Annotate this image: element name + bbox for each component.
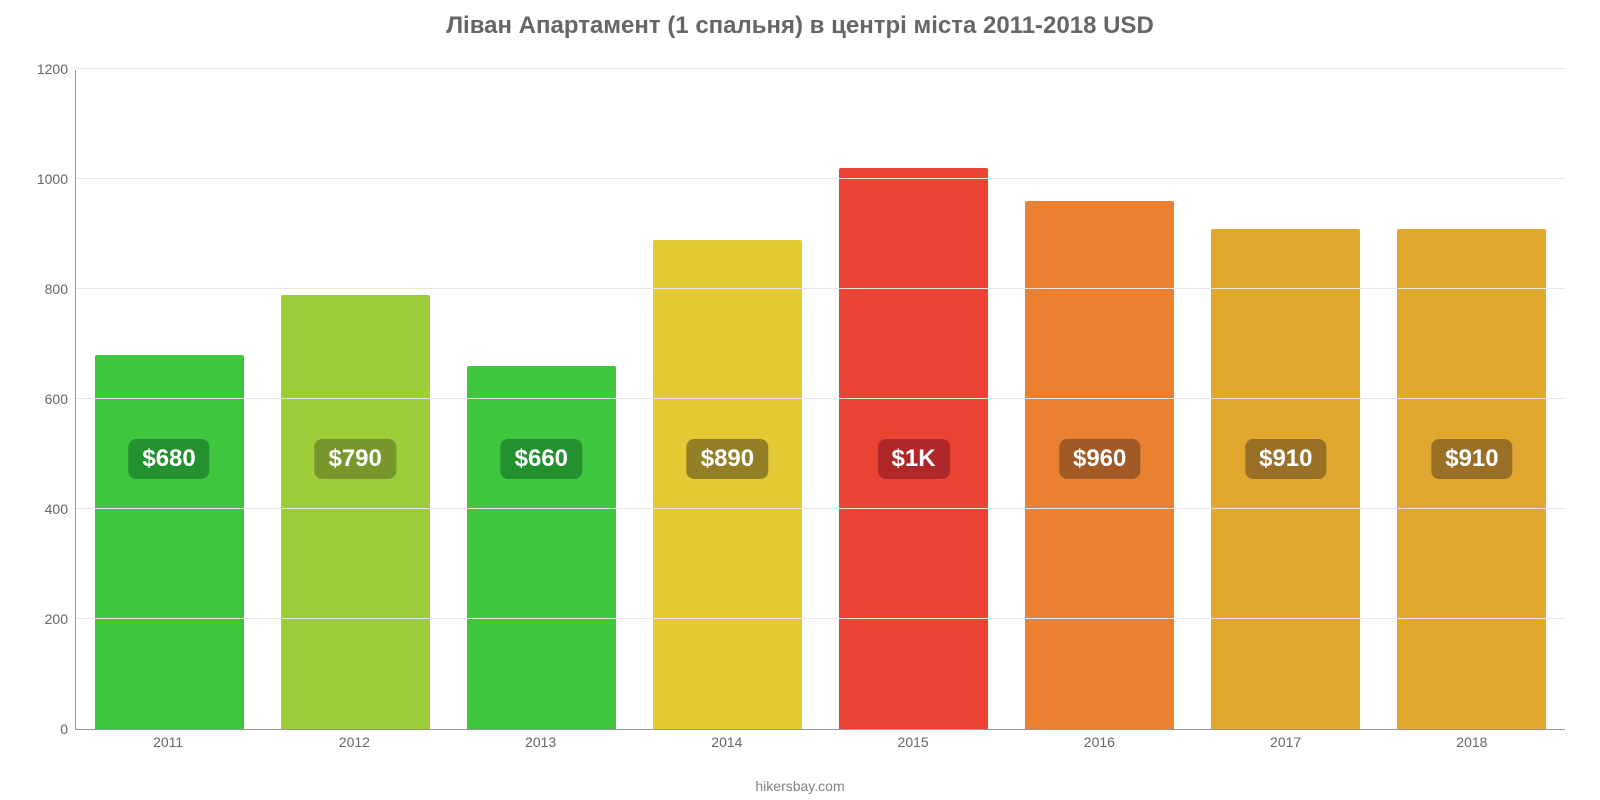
- bar: $660: [467, 366, 616, 729]
- bar: $890: [653, 240, 802, 730]
- grid-line: [76, 508, 1565, 509]
- value-label: $1K: [878, 439, 950, 479]
- y-tick-label: 200: [45, 611, 68, 627]
- value-label: $910: [1245, 439, 1326, 479]
- bars-container: $680 $790 $660 $890 $1K $960 $910 $910: [76, 70, 1565, 729]
- bar-slot: $910: [1379, 70, 1565, 729]
- x-tick-label: 2013: [448, 734, 634, 750]
- y-tick-label: 400: [45, 501, 68, 517]
- bar-slot: $960: [1007, 70, 1193, 729]
- grid-line: [76, 178, 1565, 179]
- grid-line: [76, 68, 1565, 69]
- bar: $680: [95, 355, 244, 729]
- chart-footer: hikersbay.com: [0, 778, 1600, 794]
- y-tick-label: 600: [45, 391, 68, 407]
- value-label: $790: [314, 439, 395, 479]
- value-label: $890: [687, 439, 768, 479]
- bar: $910: [1211, 229, 1360, 730]
- y-tick-label: 800: [45, 281, 68, 297]
- value-label: $660: [501, 439, 582, 479]
- bar-slot: $890: [634, 70, 820, 729]
- bar: $960: [1025, 201, 1174, 729]
- bar-slot: $910: [1193, 70, 1379, 729]
- bar-slot: $790: [262, 70, 448, 729]
- bar-slot: $680: [76, 70, 262, 729]
- value-label: $680: [128, 439, 209, 479]
- y-tick-label: 1200: [37, 61, 68, 77]
- bar: $790: [281, 295, 430, 730]
- x-axis-labels: 20112012201320142015201620172018: [75, 734, 1565, 750]
- chart-title: Ліван Апартамент (1 спальня) в центрі мі…: [0, 12, 1600, 40]
- x-tick-label: 2011: [75, 734, 261, 750]
- bar-slot: $660: [448, 70, 634, 729]
- grid-line: [76, 618, 1565, 619]
- x-tick-label: 2017: [1193, 734, 1379, 750]
- x-tick-label: 2015: [820, 734, 1006, 750]
- grid-line: [76, 398, 1565, 399]
- x-tick-label: 2014: [634, 734, 820, 750]
- plot-area: $680$790$660$890$1K$960$910$910 02004006…: [75, 70, 1565, 730]
- bar-slot: $1K: [821, 70, 1007, 729]
- y-tick-label: 0: [60, 721, 68, 737]
- bar: $1K: [839, 168, 988, 729]
- bar: $910: [1397, 229, 1546, 730]
- x-tick-label: 2012: [261, 734, 447, 750]
- value-label: $960: [1059, 439, 1140, 479]
- y-tick-label: 1000: [37, 171, 68, 187]
- value-label: $910: [1431, 439, 1512, 479]
- x-tick-label: 2016: [1006, 734, 1192, 750]
- grid-line: [76, 288, 1565, 289]
- x-tick-label: 2018: [1379, 734, 1565, 750]
